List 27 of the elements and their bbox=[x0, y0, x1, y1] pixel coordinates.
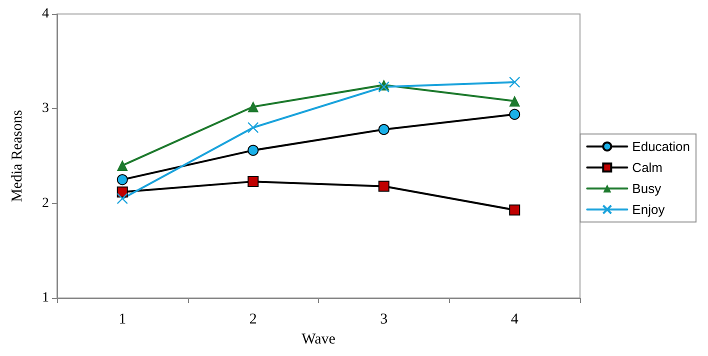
point bbox=[116, 160, 128, 171]
point bbox=[248, 176, 259, 188]
point bbox=[248, 144, 259, 156]
legend-label: Enjoy bbox=[632, 202, 666, 217]
legend-label: Education bbox=[632, 139, 690, 154]
point bbox=[509, 76, 520, 88]
y-axis-title: Media Reasons bbox=[10, 110, 26, 202]
point bbox=[248, 122, 259, 134]
x-tick-label: 4 bbox=[510, 312, 519, 328]
y-tick-label: 4 bbox=[42, 6, 49, 22]
legend-label: Busy bbox=[632, 181, 662, 196]
point bbox=[509, 108, 520, 120]
x-tick-label: 1 bbox=[118, 312, 126, 328]
point bbox=[116, 174, 128, 186]
y-tick-label: 3 bbox=[42, 101, 49, 116]
point bbox=[116, 193, 128, 204]
point bbox=[378, 180, 390, 192]
point bbox=[378, 124, 390, 135]
y-tick-label: 1 bbox=[42, 290, 49, 306]
y-tick-label: 2 bbox=[42, 196, 49, 211]
point bbox=[509, 96, 520, 107]
x-tick-label: 2 bbox=[249, 312, 257, 328]
x-tick-label: 3 bbox=[380, 312, 388, 328]
legend-label: Calm bbox=[632, 160, 663, 175]
x-axis-title: Wave bbox=[302, 332, 336, 348]
point bbox=[248, 101, 259, 112]
point bbox=[509, 204, 520, 216]
